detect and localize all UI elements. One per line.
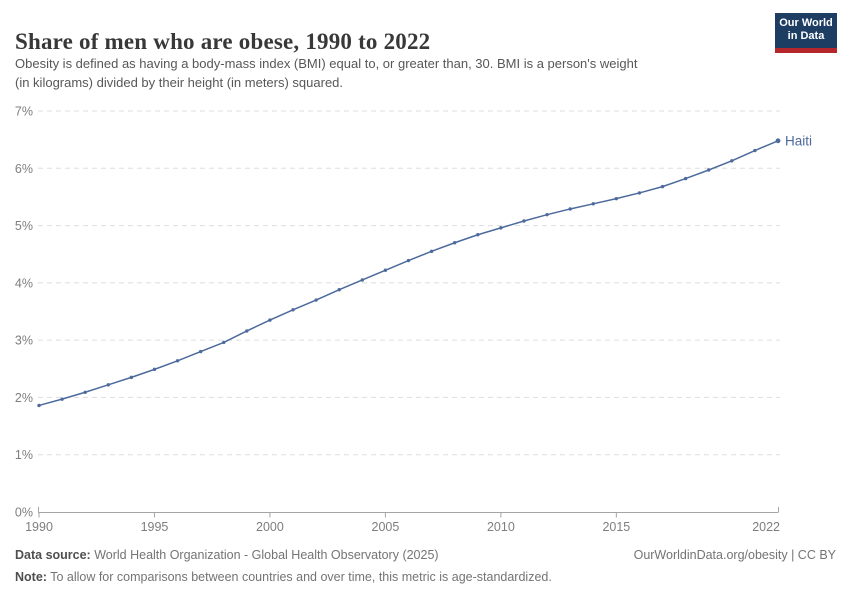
data-point[interactable] <box>660 184 665 189</box>
data-point[interactable] <box>129 375 134 380</box>
x-tick-label: 2015 <box>602 520 630 534</box>
x-tick-label: 2022 <box>752 520 780 534</box>
note-value: To allow for comparisons between countri… <box>46 570 552 584</box>
chart-footer: Data source: World Health Organization -… <box>15 547 836 585</box>
data-point[interactable] <box>37 403 41 408</box>
data-point[interactable] <box>291 308 295 312</box>
data-point[interactable] <box>245 329 249 333</box>
x-tick-label: 1995 <box>141 520 169 534</box>
y-tick-label: 5% <box>15 219 33 233</box>
y-tick-label: 2% <box>15 391 33 405</box>
data-point[interactable] <box>637 191 642 195</box>
data-point[interactable] <box>429 249 434 254</box>
y-tick-label: 7% <box>15 105 33 119</box>
y-tick-label: 3% <box>15 334 33 348</box>
data-source-line: Data source: World Health Organization -… <box>15 547 836 563</box>
data-point[interactable] <box>175 359 180 363</box>
data-point[interactable] <box>152 367 157 372</box>
data-point[interactable] <box>406 258 411 263</box>
note-line: Note: To allow for comparisons between c… <box>15 569 836 585</box>
data-point[interactable] <box>591 202 595 206</box>
note-label: Note: <box>15 570 47 584</box>
data-point[interactable] <box>775 138 781 144</box>
data-point[interactable] <box>568 207 572 211</box>
data-point[interactable] <box>337 288 341 292</box>
owid-logo-text: Our World in Data <box>775 13 837 43</box>
data-point[interactable] <box>60 397 64 401</box>
chart-subtitle-line1: Obesity is defined as having a body-mass… <box>15 56 638 71</box>
data-point[interactable] <box>268 318 272 322</box>
data-point[interactable] <box>545 212 549 217</box>
data-source-value: World Health Organization - Global Healt… <box>90 548 439 562</box>
data-point[interactable] <box>707 168 711 172</box>
owid-logo[interactable]: Our World in Data <box>775 13 837 53</box>
data-line[interactable] <box>38 140 779 407</box>
chart-subtitle-line2: (in kilograms) divided by their height (… <box>15 75 344 90</box>
chart-subtitle: Obesity is defined as having a body-mass… <box>15 54 637 92</box>
data-point[interactable] <box>106 383 110 387</box>
series-end-label[interactable]: Haiti <box>785 133 812 148</box>
owid-cc-link[interactable]: OurWorldinData.org/obesity | CC BY <box>633 548 836 562</box>
data-point[interactable] <box>476 233 480 237</box>
data-point[interactable] <box>383 268 388 272</box>
page-title: Share of men who are obese, 1990 to 2022 <box>15 29 431 55</box>
data-source-label: Data source: <box>15 548 91 562</box>
data-point[interactable] <box>452 241 457 245</box>
owid-logo-line1: Our World <box>779 17 833 29</box>
owid-logo-line2: in Data <box>787 30 825 42</box>
data-point[interactable] <box>499 226 503 230</box>
data-point[interactable] <box>614 196 619 201</box>
y-tick-label: 0% <box>15 506 33 520</box>
x-tick-label: 2010 <box>487 520 515 534</box>
data-point[interactable] <box>753 148 757 153</box>
data-point[interactable] <box>730 159 734 163</box>
data-point[interactable] <box>222 340 226 345</box>
y-tick-label: 6% <box>15 162 33 176</box>
data-point[interactable] <box>522 219 526 223</box>
data-point[interactable] <box>198 349 203 354</box>
data-point[interactable] <box>683 176 688 181</box>
y-tick-label: 1% <box>15 448 33 462</box>
data-point[interactable] <box>83 390 87 394</box>
data-point[interactable] <box>314 298 318 302</box>
data-point[interactable] <box>360 278 365 282</box>
x-tick-label: 1990 <box>25 520 53 534</box>
y-tick-label: 4% <box>15 276 33 290</box>
owid-logo-stripe <box>775 48 837 53</box>
x-tick-label: 2005 <box>372 520 400 534</box>
x-tick-label: 2000 <box>256 520 284 534</box>
